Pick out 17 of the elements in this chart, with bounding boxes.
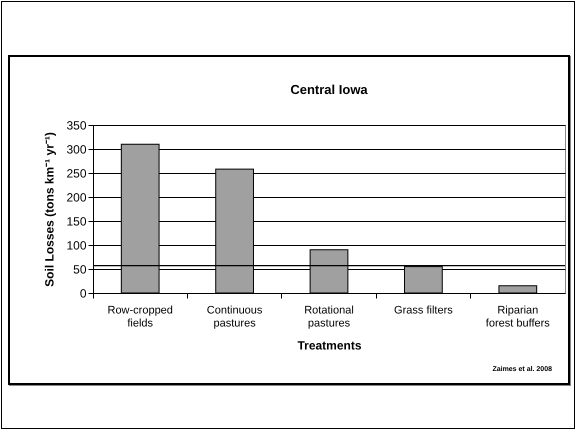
y-tick-label: 200 xyxy=(66,190,87,204)
y-tick-label: 250 xyxy=(66,166,87,180)
y-tick-label: 150 xyxy=(66,214,87,228)
y-tick-label: 100 xyxy=(66,238,87,252)
x-tick-label: Row-cropped fields xyxy=(107,304,173,330)
chart-title: Central Iowa xyxy=(290,82,368,97)
x-tick-label: Grass filters xyxy=(394,304,454,316)
y-tick-label: 0 xyxy=(80,286,87,300)
x-tick-label: Rotational pastures xyxy=(304,304,354,330)
bar xyxy=(498,285,538,294)
x-tick-label: Riparian forest buffers xyxy=(486,304,550,330)
y-axis-title: Soil Losses (tons km⁻¹ yr⁻¹) xyxy=(42,132,56,287)
y-tick-label: 50 xyxy=(73,262,87,276)
x-axis-title: Treatments xyxy=(297,338,362,352)
y-tick-label: 300 xyxy=(66,142,87,156)
y-tick-label: 350 xyxy=(66,118,87,132)
x-tick-label: Continuous pastures xyxy=(206,304,263,330)
